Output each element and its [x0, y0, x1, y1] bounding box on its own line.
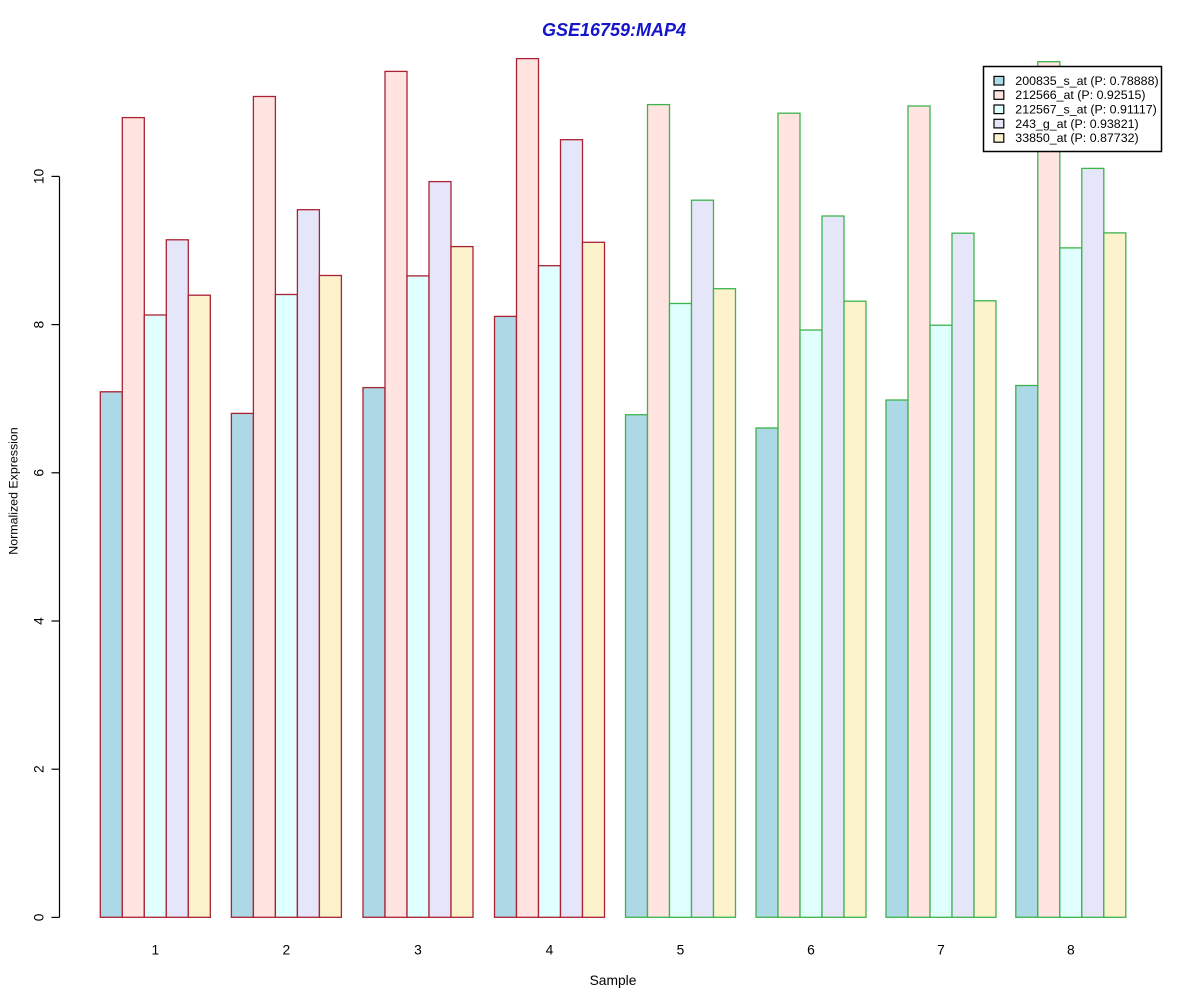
svg-text:7: 7: [937, 943, 945, 958]
svg-text:6: 6: [32, 469, 47, 477]
svg-text:5: 5: [677, 943, 685, 958]
svg-text:8: 8: [32, 320, 47, 328]
svg-text:Sample: Sample: [590, 973, 637, 988]
svg-text:1: 1: [151, 943, 159, 958]
svg-text:2: 2: [32, 765, 47, 773]
svg-text:0: 0: [32, 913, 47, 921]
svg-text:200835_s_at (P: 0.78888): 200835_s_at (P: 0.78888): [1015, 74, 1158, 88]
svg-text:212566_at (P: 0.92515): 212566_at (P: 0.92515): [1015, 88, 1145, 102]
svg-text:2: 2: [283, 943, 291, 958]
svg-text:10: 10: [32, 168, 47, 184]
svg-text:6: 6: [807, 943, 815, 958]
svg-text:Normalized Expression: Normalized Expression: [7, 427, 21, 555]
svg-text:212567_s_at (P: 0.91117): 212567_s_at (P: 0.91117): [1015, 103, 1156, 117]
svg-text:3: 3: [414, 943, 422, 958]
svg-text:4: 4: [32, 617, 47, 625]
svg-text:8: 8: [1067, 943, 1075, 958]
svg-text:33850_at (P: 0.87732): 33850_at (P: 0.87732): [1015, 131, 1138, 145]
svg-text:243_g_at (P: 0.93821): 243_g_at (P: 0.93821): [1015, 117, 1138, 131]
svg-text:GSE16759:MAP4: GSE16759:MAP4: [542, 20, 686, 40]
svg-text:4: 4: [546, 943, 554, 958]
